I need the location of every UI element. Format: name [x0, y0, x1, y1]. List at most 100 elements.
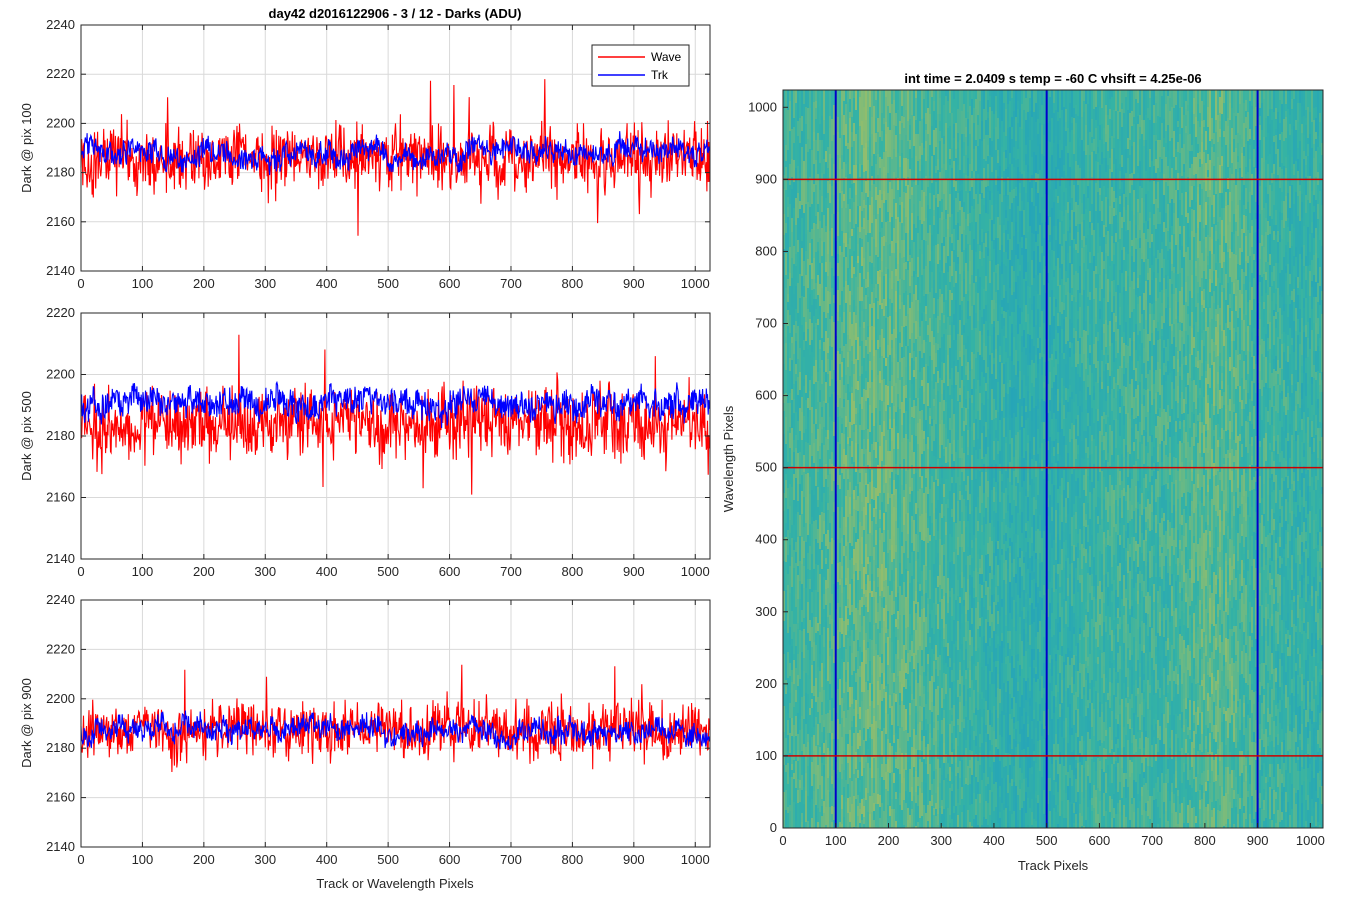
heatmap-cell [821, 763, 824, 777]
heatmap-cell [951, 276, 954, 294]
heatmap-cell [821, 776, 824, 800]
heatmap-cell [969, 191, 972, 214]
heatmap-cell [839, 398, 842, 411]
heatmap-cell [997, 163, 1000, 177]
heatmap-cell [907, 797, 910, 809]
heatmap-cell [851, 147, 854, 179]
y-tick-label: 2140 [46, 839, 75, 854]
heatmap-cell [997, 749, 1000, 761]
heatmap-cell [989, 309, 992, 324]
heatmap-cell [911, 478, 914, 492]
heatmap-cell [791, 670, 794, 683]
heatmap-cell [843, 770, 846, 788]
heatmap-cell [859, 666, 862, 678]
heatmap-cell [849, 269, 852, 292]
heatmap-cell [803, 744, 806, 757]
heatmap-cell [845, 734, 848, 755]
heatmap-cell [993, 575, 996, 595]
heatmap-cell [989, 646, 992, 659]
heatmap-cell [865, 485, 868, 498]
heatmap-cell [889, 419, 892, 430]
heatmap-cell [801, 361, 804, 371]
heatmap-cell [951, 588, 954, 617]
heatmap-cell [843, 385, 846, 400]
heatmap-cell [941, 648, 944, 664]
heatmap-cell [901, 595, 904, 615]
heatmap-cell [871, 649, 874, 676]
heatmap-cell [887, 530, 890, 554]
heatmap-cell [795, 412, 798, 436]
heatmap-cell [959, 252, 962, 275]
heatmap-cell [941, 220, 944, 244]
heatmap-cell [809, 579, 812, 590]
heatmap-cell [1011, 388, 1014, 419]
heatmap-cell [905, 135, 908, 159]
heatmap-cell [1013, 637, 1016, 656]
heatmap-cell [829, 751, 832, 766]
heatmap-cell [971, 826, 974, 829]
heatmap-cell [955, 271, 958, 284]
heatmap-cell [883, 338, 886, 359]
y-tick-label: 2160 [46, 490, 75, 505]
heatmap-cell [935, 173, 938, 183]
heatmap-cell [925, 321, 928, 343]
heatmap-cell [887, 127, 890, 158]
heatmap-cell [963, 386, 966, 408]
heatmap-cell [919, 159, 922, 172]
heatmap-cell [947, 696, 950, 726]
heatmap-cell [865, 171, 868, 182]
heatmap-cell [949, 767, 952, 782]
heatmap-cell [841, 578, 844, 594]
heatmap-cell [845, 802, 848, 829]
heatmap-cell [797, 377, 800, 396]
heatmap-cell [797, 313, 800, 327]
heatmap-cell [807, 650, 810, 676]
heatmap-cell [785, 590, 788, 613]
heatmap-cell [997, 788, 1000, 797]
heatmap-cell [1007, 404, 1010, 419]
heatmap-cell [977, 269, 980, 294]
heatmap-cell [923, 404, 926, 432]
heatmap-cell [815, 822, 818, 829]
heatmap-cell [891, 746, 894, 773]
heatmap-cell [789, 433, 792, 449]
heatmap-cell [907, 90, 910, 122]
heatmap-cell [857, 263, 860, 288]
heatmap-cell [857, 806, 860, 817]
heatmap-cell [897, 619, 900, 630]
heatmap-cell [957, 555, 960, 581]
heatmap-cell [917, 337, 920, 352]
heatmap-cell [785, 288, 788, 318]
heatmap-cell [921, 751, 924, 763]
heatmap-cell [893, 283, 896, 308]
heatmap-cell [935, 457, 938, 470]
heatmap-cell [909, 456, 912, 488]
heatmap-cell [865, 193, 868, 206]
heatmap-cell [905, 326, 908, 347]
heatmap-cell [789, 718, 792, 734]
heatmap-cell [893, 449, 896, 481]
heatmap-cell [903, 705, 906, 732]
heatmap-cell [805, 645, 808, 674]
heatmap-cell [955, 385, 958, 415]
heatmap-cell [995, 379, 998, 411]
heatmap-cell [1013, 766, 1016, 783]
heatmap-cell [843, 499, 846, 518]
heatmap-cell [909, 703, 912, 716]
heatmap-cell [851, 494, 854, 517]
heatmap-cell [847, 662, 850, 693]
heatmap-cell [929, 710, 932, 725]
heatmap-cell [883, 421, 886, 437]
heatmap-cell [789, 811, 792, 829]
heatmap-cell [895, 269, 898, 277]
heatmap-cell [961, 111, 964, 135]
heatmap-cell [935, 182, 938, 199]
heatmap-cell [849, 615, 852, 637]
heatmap-cell [869, 504, 872, 534]
heatmap-cell [891, 340, 894, 349]
heatmap-cell [853, 574, 856, 582]
heatmap-cell [817, 429, 820, 452]
heatmap-cell [885, 358, 888, 367]
heatmap-cell [963, 685, 966, 707]
heatmap-cell [873, 680, 876, 709]
